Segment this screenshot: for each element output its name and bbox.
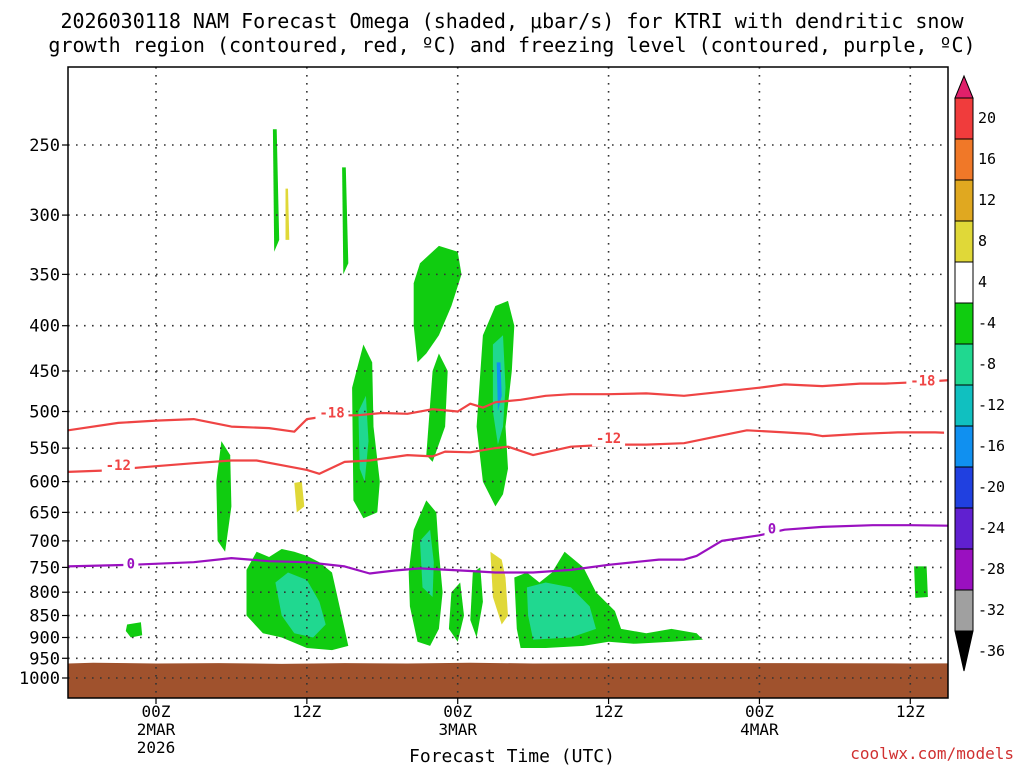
colorbar-swatch <box>954 384 974 427</box>
contour-label-background <box>944 420 948 437</box>
contour-label: -12 <box>106 458 131 474</box>
colorbar-cap-top <box>954 74 974 99</box>
contour-line <box>68 429 948 475</box>
colorbar-swatch <box>954 138 974 181</box>
colorbar-label: 16 <box>978 150 996 168</box>
omega-shaded-region <box>285 188 290 240</box>
y-tick-label: 250 <box>29 136 60 156</box>
colorbar-label: 20 <box>978 109 996 127</box>
chart-title-line-2: growth region (contoured, red, ºC) and f… <box>48 33 976 57</box>
colorbar-swatch <box>954 425 974 468</box>
contour-label-background <box>101 457 135 474</box>
colorbar-label: -4 <box>978 314 996 332</box>
x-tick-label: 00Z <box>443 702 472 721</box>
colorbar-label: -20 <box>978 478 1005 496</box>
plot-area: -18-18-12-12-12000 <box>68 67 948 698</box>
contour-label-background <box>906 372 940 389</box>
y-tick-label: 300 <box>29 206 60 226</box>
x-tick-label: 00Z <box>745 702 774 721</box>
y-tick-label: 550 <box>29 439 60 459</box>
x-tick-label: 12Z <box>292 702 321 721</box>
colorbar-swatch <box>954 548 974 591</box>
colorbar-label: -24 <box>978 519 1005 537</box>
y-tick-label: 400 <box>29 317 60 337</box>
omega-shaded-region <box>420 529 434 597</box>
colorbar-swatch <box>954 220 974 263</box>
contour-label-background <box>315 404 349 421</box>
contour-label-background <box>592 430 626 447</box>
contour-line <box>68 524 948 575</box>
omega-shaded-region <box>914 566 928 598</box>
colorbar-label: -32 <box>978 601 1005 619</box>
omega-shaded-region <box>216 441 232 552</box>
colorbar-swatch <box>954 507 974 550</box>
omega-shaded-region <box>426 353 448 462</box>
omega-shaded-region <box>490 551 508 625</box>
omega-shaded-region <box>275 572 326 638</box>
y-tick-label: 950 <box>29 649 60 669</box>
colorbar-swatch <box>954 302 974 345</box>
colorbar-label: -36 <box>978 642 1005 660</box>
colorbar-label: -16 <box>978 437 1005 455</box>
y-tick-label: 700 <box>29 532 60 552</box>
x-axis-label: Forecast Time (UTC) <box>409 746 615 767</box>
omega-shaded-region <box>125 622 143 638</box>
ground-surface <box>68 662 948 698</box>
colorbar-swatch <box>954 343 974 386</box>
y-tick-label: 750 <box>29 558 60 578</box>
y-tick-label: 900 <box>29 628 60 648</box>
contour-label: 0 <box>127 556 135 572</box>
chart-title-line-1: 2026030118 NAM Forecast Omega (shaded, μ… <box>60 9 964 33</box>
omega-shaded-region <box>470 567 483 638</box>
y-tick-label: 350 <box>29 265 60 285</box>
y-tick-label: 500 <box>29 403 60 423</box>
omega-shaded-region <box>272 129 280 252</box>
x-tick-label: 3MAR <box>438 720 477 739</box>
contour-label: -18 <box>910 373 935 389</box>
x-tick-label: 12Z <box>594 702 623 721</box>
colorbar-label: 12 <box>978 191 996 209</box>
colorbar-swatch <box>954 261 974 304</box>
colorbar-swatch <box>954 179 974 222</box>
x-tick-label: 2MAR <box>137 720 176 739</box>
colorbar-label: 8 <box>978 232 987 250</box>
colorbar-label: -12 <box>978 396 1005 414</box>
omega-shaded-region <box>496 362 502 412</box>
credit-text[interactable]: coolwx.com/models <box>850 744 1014 763</box>
omega-shaded-region <box>448 582 464 642</box>
colorbar-swatch <box>954 466 974 509</box>
y-tick-label: 450 <box>29 362 60 382</box>
colorbar-swatch <box>954 97 974 140</box>
y-tick-label: 850 <box>29 607 60 627</box>
contour-label: -12 <box>596 431 621 447</box>
colorbar-label: -8 <box>978 355 996 373</box>
omega-shaded-region <box>526 582 596 640</box>
x-tick-label: 00Z <box>142 702 171 721</box>
x-tick-label: 4MAR <box>740 720 779 739</box>
x-tick-label: 12Z <box>896 702 925 721</box>
colorbar-label: 4 <box>978 273 987 291</box>
y-tick-label: 1000 <box>19 669 60 689</box>
plot-frame <box>67 66 949 699</box>
contour-label: -18 <box>319 405 344 421</box>
colorbar-cap-bottom <box>954 630 974 672</box>
colorbar-label: -28 <box>978 560 1005 578</box>
y-tick-label: 800 <box>29 583 60 603</box>
y-tick-label: 650 <box>29 503 60 523</box>
contour-line <box>68 379 948 433</box>
omega-shaded-region <box>294 481 305 513</box>
colorbar-swatch <box>954 589 974 632</box>
x-tick-label: 2026 <box>137 738 176 757</box>
omega-shaded-region <box>342 167 349 275</box>
contour-label-background <box>123 555 139 572</box>
y-tick-label: 600 <box>29 473 60 493</box>
contour-label-background <box>764 520 780 537</box>
omega-shaded-region <box>413 245 462 363</box>
contour-label: 0 <box>768 522 776 538</box>
